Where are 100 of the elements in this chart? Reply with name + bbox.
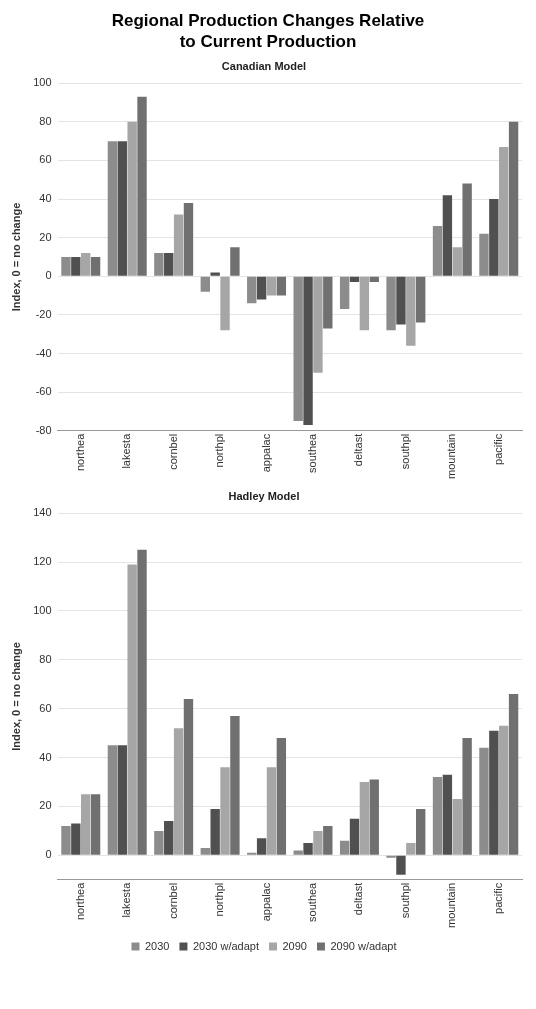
bar <box>164 821 174 855</box>
bar <box>349 276 360 283</box>
chart-title: Regional Production Changes Relative to Current Production <box>110 10 426 52</box>
bar <box>256 276 267 300</box>
x-tick-label: lakesta <box>120 881 133 918</box>
bar <box>220 767 230 855</box>
bar <box>508 694 519 855</box>
y-tick-label: 80 <box>39 652 52 665</box>
bar <box>266 767 277 855</box>
bar <box>256 838 267 855</box>
x-tick-label: southpl <box>398 882 411 919</box>
bar <box>416 808 426 855</box>
bar <box>462 738 472 855</box>
y-tick-label: 20 <box>39 230 52 243</box>
x-tick-label: mountain <box>445 433 458 480</box>
x-tick-label: appalac <box>259 882 272 922</box>
x-tick-label: southea <box>306 881 319 922</box>
x-tick-label: southea <box>306 432 319 473</box>
bar <box>313 276 323 373</box>
bar <box>369 276 379 283</box>
legend-label: 2030 w/adapt <box>192 939 260 952</box>
bar <box>489 730 499 855</box>
bar <box>154 253 164 276</box>
y-tick-label: 40 <box>39 750 52 763</box>
y-tick-label: -40 <box>35 346 52 359</box>
bar <box>81 253 91 276</box>
y-tick-label: -60 <box>35 385 52 398</box>
bar <box>313 830 323 855</box>
legend-label: 2030 <box>144 939 170 952</box>
y-tick-label: 120 <box>33 555 52 568</box>
y-tick-label: -20 <box>35 307 52 320</box>
bar <box>230 716 240 855</box>
bar <box>117 141 127 276</box>
y-tick-label: 60 <box>39 701 52 714</box>
bar <box>499 146 509 276</box>
y-axis-title: Index, 0 = no change <box>9 642 22 751</box>
bar <box>386 276 396 331</box>
bar <box>173 214 184 276</box>
bar <box>323 825 333 855</box>
bar <box>489 199 499 276</box>
y-tick-label: 20 <box>39 799 52 812</box>
bar <box>81 794 91 855</box>
bar <box>369 779 379 855</box>
bar <box>137 549 147 855</box>
bar <box>508 121 519 276</box>
x-tick-label: northpl <box>213 882 226 917</box>
bar <box>303 843 313 855</box>
bar <box>137 96 147 276</box>
bar <box>117 745 127 855</box>
bar <box>107 745 118 855</box>
x-tick-label: appalac <box>259 433 272 473</box>
x-tick-label: lakesta <box>120 432 133 469</box>
x-tick-label: mountain <box>445 882 458 929</box>
x-tick-label: northea <box>73 432 86 472</box>
bar <box>406 843 416 855</box>
bar <box>442 195 453 276</box>
bar <box>107 141 118 276</box>
bar <box>452 799 462 855</box>
x-tick-label: northpl <box>213 433 226 468</box>
y-tick-label: 0 <box>45 848 52 861</box>
bar <box>247 276 257 304</box>
bar <box>71 823 81 855</box>
bar <box>432 777 443 855</box>
y-tick-label: 100 <box>33 76 52 89</box>
bar <box>276 738 287 855</box>
bar <box>499 725 509 855</box>
bar <box>183 698 194 855</box>
bar <box>154 830 164 855</box>
bar <box>127 564 137 855</box>
bar <box>432 226 443 276</box>
x-tick-label: pacific <box>491 882 504 914</box>
bar <box>61 256 71 276</box>
bar <box>339 276 350 310</box>
bar <box>183 202 194 276</box>
bar <box>396 276 406 325</box>
bar <box>200 276 210 292</box>
bar <box>71 256 81 276</box>
legend-label: 2090 w/adapt <box>330 939 397 952</box>
bar <box>90 256 101 276</box>
bar <box>442 774 453 855</box>
chart-subtitle: Canadian Model <box>221 59 307 72</box>
x-tick-label: cornbel <box>166 882 179 919</box>
bar <box>416 276 426 323</box>
bar <box>230 247 240 276</box>
x-tick-label: deltast <box>352 433 365 467</box>
y-tick-label: 140 <box>33 506 52 519</box>
bar <box>349 818 360 855</box>
y-tick-label: 60 <box>39 153 52 166</box>
bar <box>210 808 220 855</box>
bar <box>359 782 370 855</box>
bar <box>220 276 230 331</box>
x-tick-label: pacific <box>491 433 504 465</box>
x-tick-label: southpl <box>398 433 411 470</box>
bar <box>200 847 210 855</box>
x-tick-label: northea <box>73 881 86 921</box>
y-tick-label: -80 <box>35 423 52 436</box>
bar <box>303 276 313 425</box>
bar <box>323 276 333 329</box>
y-axis-title: Index, 0 = no change <box>9 202 22 312</box>
y-tick-label: 80 <box>39 114 52 127</box>
